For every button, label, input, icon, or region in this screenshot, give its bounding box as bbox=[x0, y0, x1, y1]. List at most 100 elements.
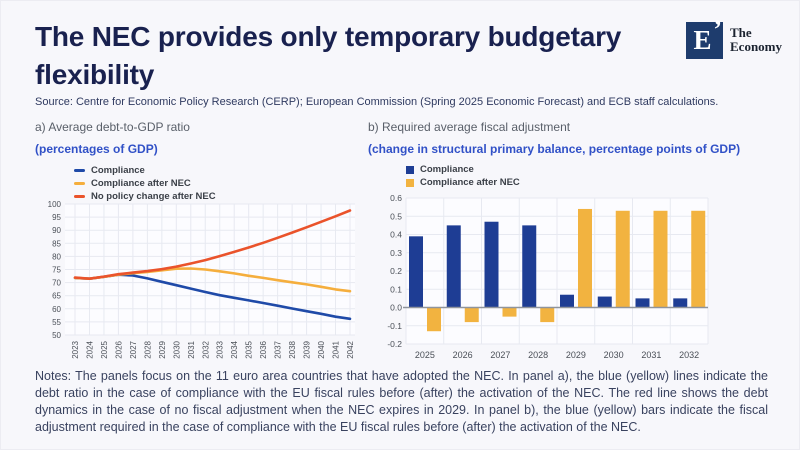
y-tick-label: 50 bbox=[52, 331, 61, 340]
logo-text-line1: The bbox=[730, 25, 752, 40]
x-tick-label: 2030 bbox=[604, 350, 624, 360]
x-tick-label: 2041 bbox=[332, 340, 341, 358]
bar bbox=[578, 208, 592, 308]
x-tick-label: 2039 bbox=[303, 340, 312, 358]
y-tick-label: 0.6 bbox=[390, 193, 402, 203]
legend-item: Compliance bbox=[406, 164, 520, 175]
y-tick-label: -0.2 bbox=[387, 339, 402, 349]
y-tick-label: 60 bbox=[52, 305, 61, 314]
y-tick-label: 65 bbox=[52, 292, 61, 301]
x-tick-label: 2027 bbox=[490, 350, 510, 360]
bar bbox=[446, 225, 461, 308]
x-tick-label: 2035 bbox=[245, 340, 254, 358]
x-tick-label: 2034 bbox=[230, 340, 239, 358]
y-tick-label: 80 bbox=[52, 252, 61, 261]
y-tick-label: 85 bbox=[52, 239, 61, 248]
x-tick-label: 2042 bbox=[346, 340, 355, 358]
bar bbox=[409, 236, 423, 308]
economy-logo-icon: E ’ bbox=[686, 15, 723, 59]
logo-text-line2: Economy bbox=[730, 39, 782, 54]
bar bbox=[635, 298, 650, 308]
logo-text: The Economy bbox=[730, 22, 782, 54]
y-tick-label: 0.3 bbox=[390, 248, 402, 258]
bar bbox=[560, 294, 574, 308]
y-tick-label: 70 bbox=[52, 279, 61, 288]
legend-label: Compliance bbox=[91, 165, 145, 176]
x-tick-label: 2029 bbox=[158, 340, 167, 358]
legend-swatch-icon bbox=[74, 195, 85, 198]
bar bbox=[540, 307, 555, 323]
bar bbox=[615, 210, 630, 308]
bar bbox=[522, 225, 537, 308]
x-tick-label: 2030 bbox=[172, 340, 181, 358]
x-tick-label: 2037 bbox=[274, 340, 283, 358]
x-tick-label: 2038 bbox=[288, 340, 297, 358]
legend-label: Compliance bbox=[420, 164, 474, 175]
y-tick-label: 90 bbox=[52, 226, 61, 235]
panel-a-header: a) Average debt-to-GDP ratio (percentage… bbox=[35, 120, 190, 156]
bar bbox=[691, 210, 706, 308]
x-tick-label: 2032 bbox=[679, 350, 699, 360]
x-tick-label: 2033 bbox=[216, 340, 225, 358]
x-tick-label: 2029 bbox=[566, 350, 586, 360]
x-tick-label: 2024 bbox=[85, 340, 94, 358]
x-tick-label: 2027 bbox=[129, 340, 138, 358]
x-tick-label: 2028 bbox=[143, 340, 152, 358]
bar bbox=[484, 221, 499, 308]
x-tick-label: 2032 bbox=[201, 340, 210, 358]
legend-item: Compliance after NEC bbox=[406, 177, 520, 188]
x-tick-label: 2026 bbox=[114, 340, 123, 358]
bar bbox=[673, 298, 688, 308]
line-chart-svg: 100 95 90 85 80 75 70 65 60 55 50 2023 2024 2025 2026 2… bbox=[48, 200, 355, 359]
bar-chart-svg: 0.6 0.5 0.4 0.3 0.2 0.1 0.0 -0.1 -0.2 2025 2026 202… bbox=[387, 193, 709, 360]
chart-legend: Compliance Compliance after NEC No policy … bbox=[74, 165, 216, 202]
legend-item: Compliance bbox=[74, 165, 216, 176]
logo: E ’ The Economy bbox=[686, 15, 782, 59]
line-series bbox=[73, 209, 352, 280]
y-tick-label: 75 bbox=[52, 266, 61, 275]
y-tick-label: 0.0 bbox=[390, 303, 402, 313]
source-text: Source: Centre for Economic Policy Resea… bbox=[35, 96, 719, 108]
y-tick-label: 95 bbox=[52, 213, 61, 222]
legend-swatch-icon bbox=[406, 178, 414, 187]
legend-swatch-icon bbox=[74, 182, 85, 185]
fiscal-adjustment-bar-chart: Compliance Compliance after NEC 0.6 0.5 0.4 0… bbox=[386, 162, 726, 372]
notes-text: Notes: The panels focus on the 11 euro a… bbox=[35, 369, 768, 434]
y-tick-label: 55 bbox=[52, 318, 61, 327]
x-tick-label: 2026 bbox=[453, 350, 473, 360]
y-tick-label: -0.1 bbox=[387, 321, 402, 331]
x-tick-label: 2040 bbox=[317, 340, 326, 358]
x-tick-label: 2023 bbox=[71, 340, 80, 358]
y-tick-label: 100 bbox=[48, 200, 62, 209]
panel-b-subtitle: (change in structural primary balance, p… bbox=[368, 142, 741, 156]
legend-label: No policy change after NEC bbox=[91, 191, 216, 202]
page-title: The NEC provides only temporary budgetar… bbox=[35, 21, 622, 90]
debt-ratio-line-chart: Compliance Compliance after NEC No policy … bbox=[40, 162, 360, 372]
x-tick-label: 2031 bbox=[641, 350, 661, 360]
legend-label: Compliance after NEC bbox=[91, 178, 191, 189]
bar bbox=[597, 296, 612, 308]
bar bbox=[653, 210, 668, 308]
legend-item: No policy change after NEC bbox=[74, 191, 216, 202]
panel-b-title: b) Required average fiscal adjustment bbox=[368, 120, 571, 134]
y-tick-label: 0.4 bbox=[390, 230, 402, 240]
bar bbox=[502, 307, 517, 317]
legend-swatch-icon bbox=[406, 165, 414, 174]
panel-a-title: a) Average debt-to-GDP ratio bbox=[35, 120, 190, 134]
bar bbox=[427, 307, 441, 332]
y-tick-label: 0.1 bbox=[390, 284, 402, 294]
y-tick-label: 0.2 bbox=[390, 266, 402, 276]
legend-item: Compliance after NEC bbox=[74, 178, 216, 189]
x-tick-label: 2036 bbox=[259, 340, 268, 358]
logo-letter: E bbox=[693, 25, 712, 55]
panel-b-header: b) Required average fiscal adjustment (c… bbox=[368, 120, 740, 156]
x-tick-label: 2025 bbox=[100, 340, 109, 358]
logo-apostrophe: ’ bbox=[713, 15, 722, 44]
chart-legend: Compliance Compliance after NEC bbox=[406, 164, 520, 188]
legend-swatch-icon bbox=[74, 169, 85, 172]
y-tick-label: 0.5 bbox=[390, 211, 402, 221]
x-tick-label: 2031 bbox=[187, 340, 196, 358]
bar bbox=[464, 307, 479, 323]
legend-label: Compliance after NEC bbox=[420, 177, 520, 188]
